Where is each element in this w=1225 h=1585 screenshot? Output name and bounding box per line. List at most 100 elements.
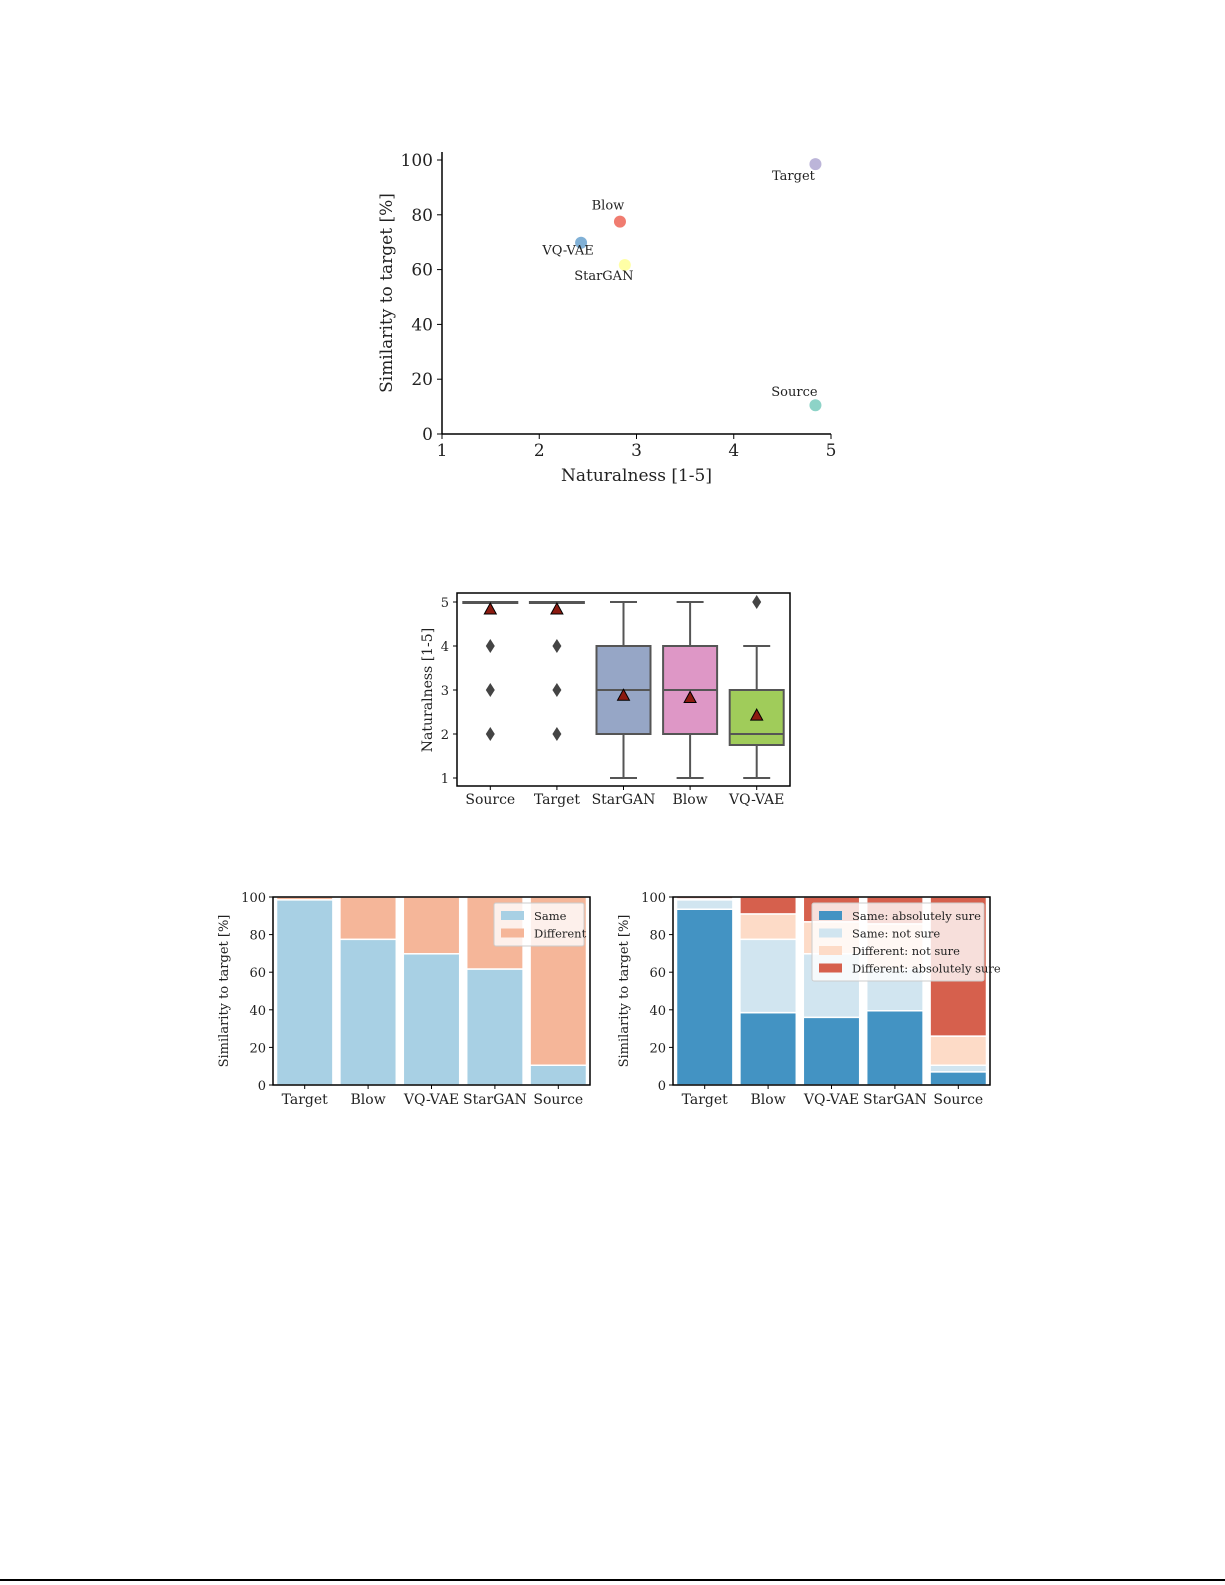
outlier-marker bbox=[552, 683, 562, 697]
legend-swatch bbox=[819, 963, 842, 973]
y-tick-label: 80 bbox=[411, 206, 433, 226]
bar-segment bbox=[865, 1009, 924, 1086]
outlier-marker bbox=[485, 727, 495, 741]
x-tick-label: 5 bbox=[826, 441, 837, 461]
scatter-chart: 1 2 3 4 5 0 20 40 60 80 100 Naturalness [1-5] Simila… bbox=[377, 151, 836, 486]
bar-segment bbox=[929, 1071, 988, 1086]
outlier-marker bbox=[552, 727, 562, 741]
point-label: Target bbox=[772, 169, 816, 184]
y-tick-label: 40 bbox=[649, 1004, 666, 1019]
y-tick-label: 1 bbox=[441, 772, 449, 787]
x-tick-label: StarGAN bbox=[463, 1092, 527, 1108]
legend-swatch bbox=[501, 911, 524, 920]
legend-label: Different: absolutely sure bbox=[852, 962, 1001, 976]
x-tick-label: Target bbox=[682, 1092, 729, 1108]
y-tick-label: 40 bbox=[249, 1004, 266, 1019]
y-tick-label: 2 bbox=[441, 728, 449, 743]
point-label: VQ-VAE bbox=[541, 244, 593, 259]
plot-frame bbox=[272, 896, 591, 1086]
bar-chart-confidence: Target Blow VQ-VAE StarGAN Source 0 20 40 60 80 10… bbox=[617, 891, 1001, 1108]
bar-segment bbox=[402, 953, 461, 1086]
y-tick-label: 3 bbox=[441, 684, 449, 699]
plot-frame bbox=[672, 896, 991, 1086]
bar-segment bbox=[339, 896, 398, 941]
x-tick-label: 1 bbox=[437, 441, 448, 461]
scatter-point bbox=[618, 258, 631, 271]
outlier-marker bbox=[485, 639, 495, 653]
x-tick-label: 3 bbox=[631, 441, 642, 461]
mean-marker bbox=[616, 688, 631, 701]
legend-label: Different bbox=[534, 927, 587, 941]
x-tick-label: Target bbox=[282, 1092, 329, 1108]
mean-marker bbox=[550, 601, 564, 615]
legend-swatch bbox=[819, 946, 842, 955]
x-tick-label: VQ-VAE bbox=[728, 792, 784, 808]
y-tick-label: 60 bbox=[249, 966, 266, 981]
bar-segment bbox=[465, 968, 524, 1086]
legend-label: Different: not sure bbox=[852, 944, 960, 958]
x-tick-label: StarGAN bbox=[863, 1092, 927, 1108]
page-bottom-rule bbox=[0, 1579, 1225, 1581]
y-tick-label: 5 bbox=[441, 596, 449, 611]
legend-swatch bbox=[819, 928, 842, 938]
legend-label: Same bbox=[534, 909, 567, 923]
x-tick-label: Source bbox=[465, 792, 515, 808]
y-tick-label: 100 bbox=[241, 891, 266, 906]
legend-label: Same: not sure bbox=[852, 927, 940, 941]
bar-segment bbox=[675, 899, 734, 910]
legend-label: Same: absolutely sure bbox=[852, 909, 981, 923]
x-tick-label: 2 bbox=[534, 441, 545, 461]
y-tick-label: 0 bbox=[258, 1079, 266, 1094]
y-tick-label: 0 bbox=[658, 1079, 666, 1094]
legend: Same Different bbox=[493, 902, 587, 947]
bar-segment bbox=[275, 899, 334, 1086]
bar-segment bbox=[929, 1035, 988, 1067]
y-tick-label: 60 bbox=[649, 966, 666, 981]
y-tick-label: 100 bbox=[401, 151, 433, 171]
x-tick-label: Target bbox=[534, 792, 581, 808]
scatter-point bbox=[809, 399, 822, 412]
x-tick-label: StarGAN bbox=[592, 792, 656, 808]
box-chart: 1 2 3 4 5 Naturalness [1-5] Source Target StarGA… bbox=[420, 592, 791, 808]
x-tick-label: Blow bbox=[673, 792, 708, 808]
legend-box bbox=[811, 902, 985, 982]
x-tick-label: Source bbox=[533, 1092, 583, 1108]
y-axis-title: Naturalness [1-5] bbox=[420, 628, 436, 752]
y-tick-label: 80 bbox=[649, 929, 666, 944]
legend: Same: absolutely sure Same: not sure Diffe… bbox=[811, 902, 1001, 982]
x-tick-label: Blow bbox=[751, 1092, 786, 1108]
y-tick-label: 60 bbox=[411, 261, 433, 281]
x-axis-title: Naturalness [1-5] bbox=[561, 466, 712, 486]
bar-segment bbox=[402, 896, 461, 955]
bar-segment bbox=[675, 908, 734, 1086]
bar-segment bbox=[339, 938, 398, 1086]
y-tick-label: 20 bbox=[411, 370, 433, 390]
scatter-point bbox=[575, 236, 588, 249]
y-tick-label: 4 bbox=[441, 640, 449, 655]
point-label: StarGAN bbox=[574, 269, 633, 284]
bar-segment bbox=[529, 1064, 588, 1086]
point-label: Blow bbox=[592, 199, 625, 214]
bar-segment bbox=[802, 1016, 861, 1086]
y-tick-label: 100 bbox=[641, 891, 666, 906]
bar-segment bbox=[739, 913, 798, 941]
scatter-point bbox=[613, 215, 626, 228]
outlier-marker bbox=[552, 639, 562, 653]
legend-swatch bbox=[501, 928, 524, 938]
bar-segment bbox=[739, 896, 798, 915]
y-axis-title: Similarity to target [%] bbox=[617, 915, 632, 1068]
y-axis-title: Similarity to target [%] bbox=[217, 915, 232, 1068]
y-tick-label: 0 bbox=[422, 425, 433, 445]
x-tick-label: VQ-VAE bbox=[403, 1092, 459, 1108]
bar-chart-same-different: Target Blow VQ-VAE StarGAN Source 0 20 40 60 80 10… bbox=[217, 891, 591, 1108]
y-tick-label: 40 bbox=[411, 315, 433, 335]
bar-segment bbox=[739, 1011, 798, 1086]
y-tick-label: 20 bbox=[649, 1041, 666, 1056]
x-tick-label: VQ-VAE bbox=[803, 1092, 859, 1108]
legend-swatch bbox=[819, 911, 842, 920]
x-tick-label: 4 bbox=[728, 441, 739, 461]
bar-segment bbox=[929, 1064, 988, 1073]
outlier-marker bbox=[485, 683, 495, 697]
x-tick-label: Blow bbox=[351, 1092, 386, 1108]
